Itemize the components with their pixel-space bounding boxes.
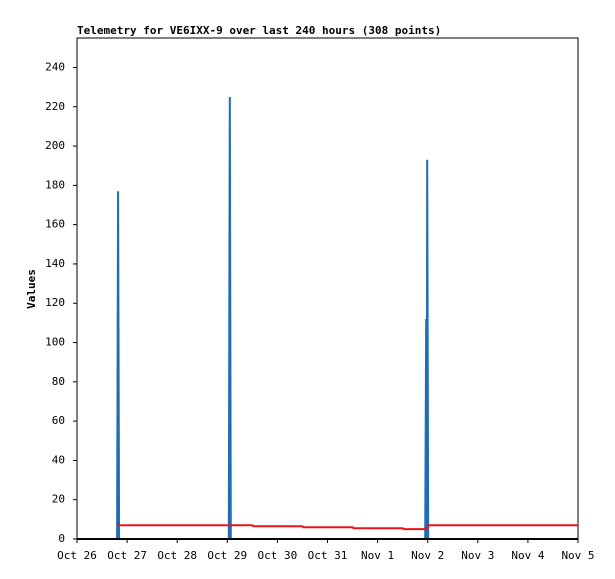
y-tick-label: 40 [52, 453, 65, 466]
x-tick-label: Nov 3 [461, 549, 494, 562]
x-tick-label: Oct 29 [207, 549, 247, 562]
chart-title: Telemetry for VE6IXX-9 over last 240 hou… [77, 24, 441, 37]
x-tick-label: Oct 26 [57, 549, 97, 562]
y-tick-label: 180 [45, 178, 65, 191]
y-tick-label: 200 [45, 139, 65, 152]
x-tick-label: Oct 31 [308, 549, 348, 562]
y-tick-label: 0 [58, 532, 65, 545]
y-tick-label: 20 [52, 493, 65, 506]
x-tick-label: Oct 28 [157, 549, 197, 562]
x-tick-label: Nov 1 [361, 549, 394, 562]
x-tick-label: Nov 2 [411, 549, 444, 562]
y-tick-label: 120 [45, 296, 65, 309]
x-tick-label: Oct 30 [258, 549, 298, 562]
y-tick-label: 80 [52, 375, 65, 388]
y-tick-label: 140 [45, 257, 65, 270]
y-tick-label: 240 [45, 60, 65, 73]
y-tick-label: 100 [45, 336, 65, 349]
series-line [117, 522, 578, 531]
y-axis-label: Values [25, 269, 38, 309]
y-tick-label: 60 [52, 414, 65, 427]
y-tick-label: 160 [45, 218, 65, 231]
x-tick-label: Oct 27 [107, 549, 147, 562]
x-tick-label: Nov 5 [561, 549, 594, 562]
x-tick-label: Nov 4 [511, 549, 544, 562]
y-tick-label: 220 [45, 100, 65, 113]
